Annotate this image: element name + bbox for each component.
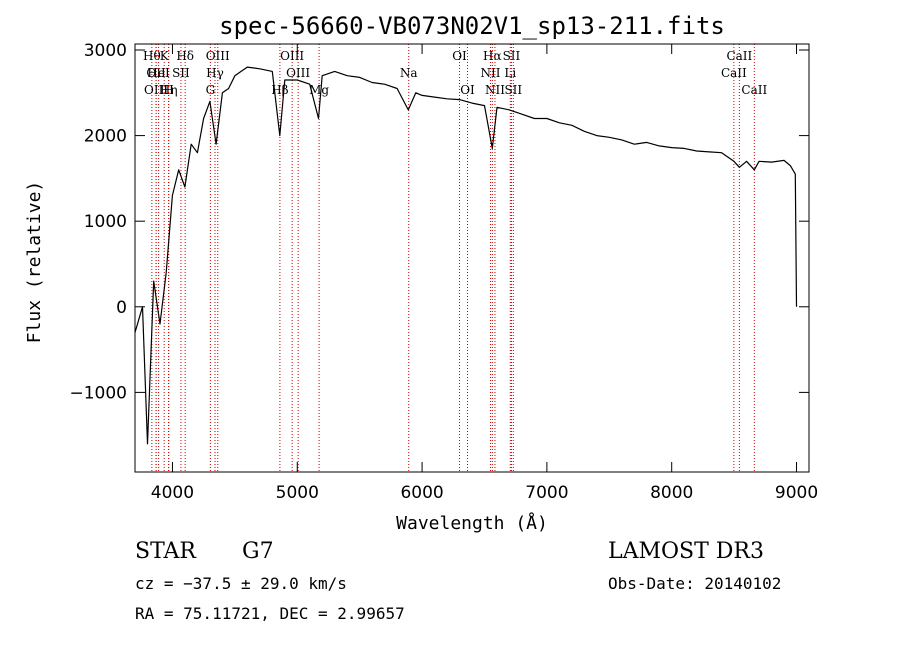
y-tick-label-0: 0 [116,298,127,318]
object-type: STAR [135,539,196,564]
line-marker-label-22: Li [504,66,516,80]
line-marker-label-24: SII [504,83,522,97]
x-tick-label-6000: 6000 [400,483,443,503]
coordinates: RA = 75.11721, DEC = 2.99657 [135,604,405,623]
line-marker-label-10: Hγ [206,66,224,80]
line-marker-label-9: G [206,83,216,97]
line-marker-label-16: Na [400,66,418,80]
line-marker-label-18: OI [460,83,475,97]
x-tick-label-7000: 7000 [525,483,568,503]
series-line-flux [134,66,798,445]
x-tick-label-9000: 9000 [775,483,818,503]
chart-title: spec-56660-VB073N02V1_sp13-211.fits [219,12,725,40]
subclass: G7 [242,539,274,564]
y-tick-label--1000: −1000 [69,383,127,403]
x-tick-label-8000: 8000 [650,483,693,503]
line-marker-label-2: OIII [144,83,168,97]
line-marker-label-11: OIII [206,49,230,63]
line-marker-label-19: NII [480,66,500,80]
y-tick-label-1000: 1000 [84,212,127,232]
x-axis-label: Wavelength (Å) [396,512,548,534]
line-marker-label-0: Hθ [143,49,161,63]
x-tick-label-4000: 4000 [151,483,194,503]
line-marker-label-21: NII [485,83,505,97]
line-marker-label-1: OII [146,66,166,80]
y-tick-label-3000: 3000 [84,41,127,61]
line-marker-label-6: H [163,83,173,97]
line-marker-label-14: OIII [286,66,310,80]
line-marker-label-26: CaII [726,49,752,63]
line-marker-label-27: CaII [741,83,767,97]
tick-layer: 4000 5000 6000 7000 8000 9000 −1000 0 1000 2000 30… [69,41,818,503]
plot-frame [134,43,810,473]
series-layer [134,66,798,445]
x-tick-label-5000: 5000 [276,483,319,503]
obs-date: Obs-Date: 20140102 [608,574,782,593]
survey-name: LAMOST DR3 [608,539,764,564]
line-marker-label-15: Mg [309,83,329,97]
line-marker-label-17: OI [452,49,467,63]
line-marker-label-13: OIII [280,49,304,63]
line-marker-label-23: SII [503,49,521,63]
y-tick-label-2000: 2000 [84,127,127,147]
line-marker-label-8: Hδ [176,49,194,63]
line-marker-label-20: Hα [483,49,502,63]
redshift-cz: cz = −37.5 ± 29.0 km/s [135,574,347,593]
line-marker-label-3: HeI [147,66,170,80]
line-marker-label-25: CaII [721,66,747,80]
line-marker-label-7: SII [172,66,190,80]
line-marker-layer: HθOIIOIIIHeIKHηHSIIHδGHγOIIIHβOIIIOIIIMg… [143,44,767,472]
y-axis-label: Flux (relative) [24,181,45,344]
line-marker-label-4: K [160,49,170,63]
